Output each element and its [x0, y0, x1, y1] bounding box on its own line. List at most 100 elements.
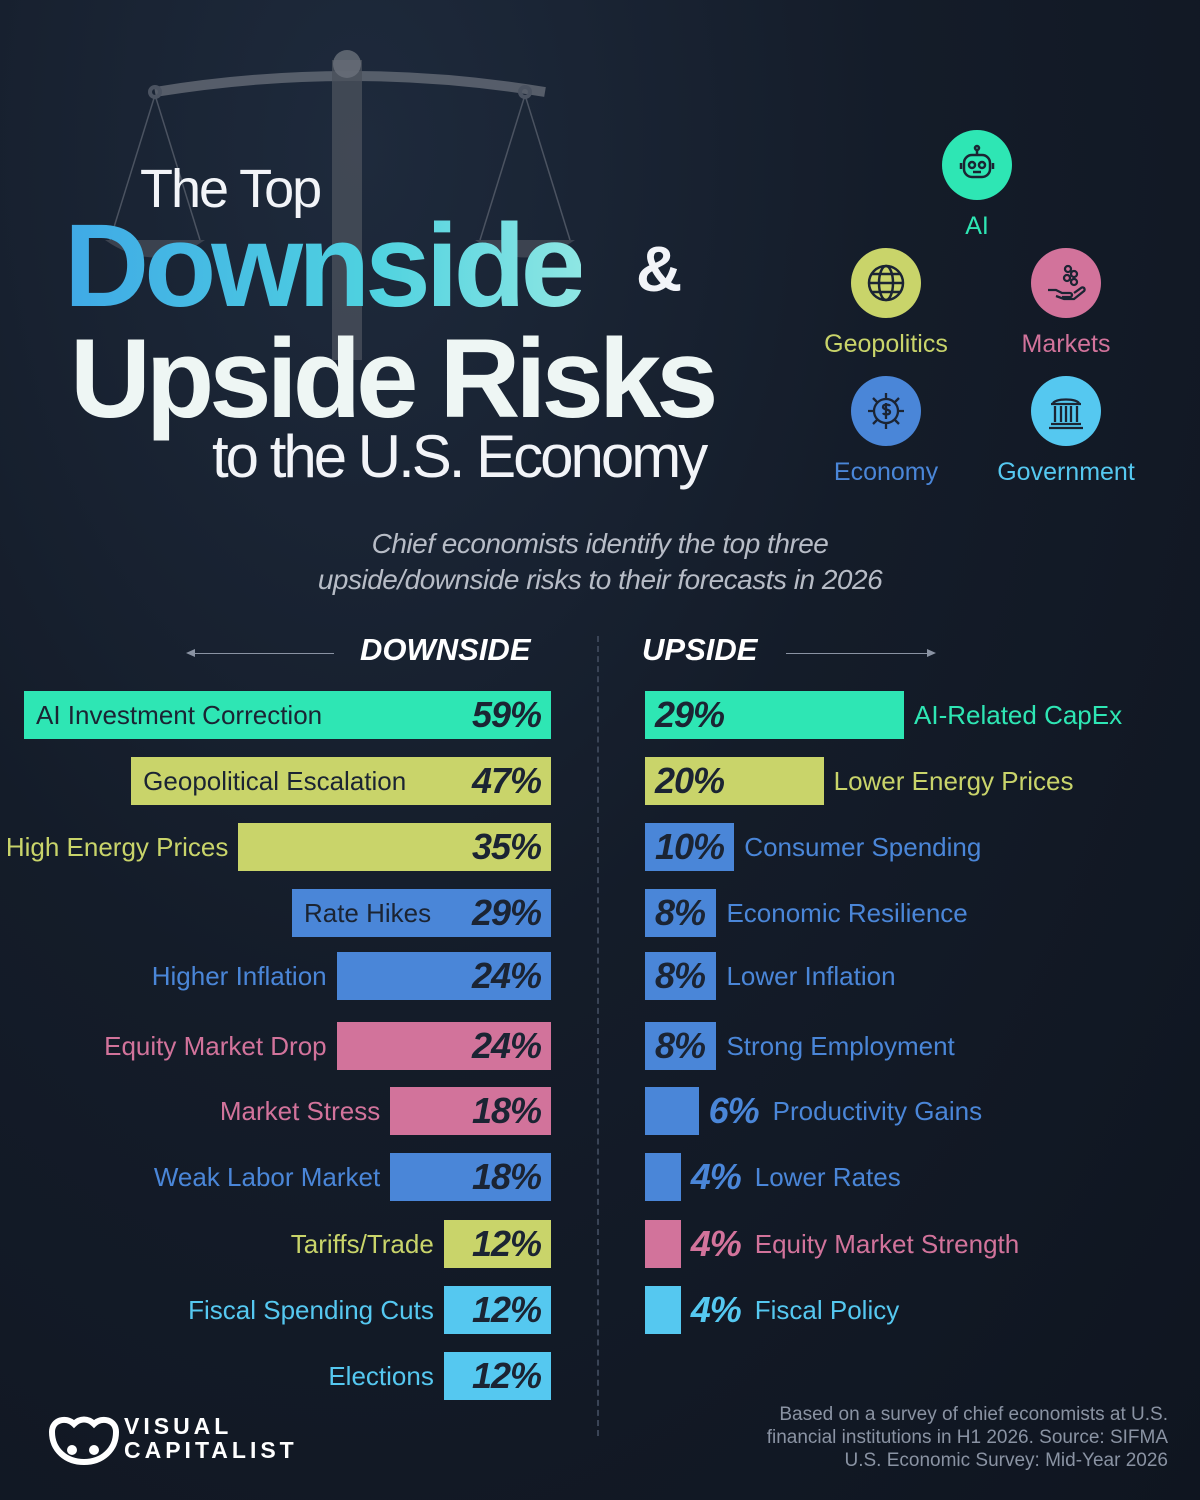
- downside-value-label: 12%: [471, 1289, 542, 1330]
- legend-item-geopolitics: Geopolitics: [806, 248, 966, 359]
- upside-bar: [645, 1087, 699, 1135]
- downside-bar: [390, 1087, 551, 1135]
- upside-bar: [645, 1153, 681, 1201]
- downside-category-label: Higher Inflation: [151, 961, 327, 991]
- downside-bar: [291, 889, 551, 937]
- legend-label: Markets: [1021, 330, 1111, 358]
- downside-value-label: 18%: [471, 1090, 542, 1131]
- downside-value-label: 18%: [471, 1156, 542, 1197]
- upside-bar: [645, 1022, 717, 1070]
- upside-header: UPSIDE: [642, 632, 758, 667]
- title-ampersand: &: [636, 233, 683, 305]
- upside-value-label: 29%: [655, 694, 725, 735]
- downside-bar: [24, 691, 551, 739]
- title-upside-risks: Upside Risks: [70, 316, 718, 441]
- downside-bar: [443, 1286, 551, 1334]
- source-line-1: Based on a survey of chief economists at…: [779, 1404, 1168, 1425]
- title-line-1: The Top: [140, 159, 322, 219]
- upside-value-label: 8%: [655, 892, 706, 933]
- downside-bar: [131, 757, 551, 805]
- upside-category-label: AI-Related CapEx: [914, 700, 1123, 730]
- upside-category-label: Economic Resilience: [726, 898, 968, 928]
- downside-value-label: 12%: [471, 1223, 542, 1264]
- title-line-4: to the U.S. Economy: [212, 423, 708, 490]
- downside-bar: [336, 1022, 551, 1070]
- downside-bar: [390, 1153, 551, 1201]
- upside-value-label: 6%: [708, 1090, 760, 1131]
- upside-bar: [645, 691, 904, 739]
- legend-item-government: Government: [986, 376, 1146, 487]
- gear-dollar-icon: [851, 376, 921, 446]
- title-downside: Downside: [64, 200, 586, 332]
- downside-category-label: Market Stress: [219, 1096, 381, 1126]
- upside-category-label: Lower Inflation: [726, 961, 896, 991]
- legend-item-economy: Economy: [806, 376, 966, 487]
- legend-label: Government: [997, 458, 1135, 486]
- upside-bar: [645, 952, 717, 1000]
- downside-value-label: 12%: [471, 1355, 542, 1396]
- legend-item-markets: Markets: [986, 248, 1146, 359]
- hand-coins-icon: [1031, 248, 1101, 318]
- upside-value-label: 4%: [690, 1156, 742, 1197]
- upside-category-label: Fiscal Policy: [754, 1295, 900, 1325]
- upside-value-label: 8%: [655, 955, 706, 996]
- downside-value-label: 47%: [471, 760, 542, 801]
- visual-capitalist-logo-icon: [42, 1408, 120, 1474]
- downside-category-label: Tariffs/Trade: [290, 1229, 434, 1259]
- downside-category-label: Weak Labor Market: [153, 1162, 381, 1192]
- center-divider: [597, 636, 599, 1436]
- upside-value-label: 10%: [655, 826, 725, 867]
- upside-category-label: Equity Market Strength: [754, 1229, 1020, 1259]
- right-arrow-icon: [786, 649, 936, 657]
- downside-bar: [443, 1352, 551, 1400]
- downside-category-label: Geopolitical Escalation: [143, 766, 407, 796]
- downside-bar: [336, 952, 551, 1000]
- upside-bar: [645, 823, 735, 871]
- downside-value-label: 59%: [471, 694, 542, 735]
- upside-category-label: Lower Energy Prices: [833, 766, 1074, 796]
- balance-scale-icon: [105, 50, 575, 360]
- upside-category-label: Lower Rates: [754, 1162, 901, 1192]
- downside-bar: [443, 1220, 551, 1268]
- source-line-3: U.S. Economic Survey: Mid-Year 2026: [844, 1450, 1168, 1471]
- downside-bar: [238, 823, 551, 871]
- upside-bar: [645, 757, 824, 805]
- upside-category-label: Productivity Gains: [772, 1096, 983, 1126]
- downside-category-label: Elections: [328, 1361, 434, 1391]
- legend-label: AI: [965, 212, 989, 240]
- upside-value-label: 8%: [655, 1025, 706, 1066]
- downside-bar-chart: 59% AI Investment Correction 47% Geopolitic…: [5, 691, 551, 1400]
- logo-line-1: VISUAL: [124, 1413, 233, 1439]
- upside-category-label: Strong Employment: [726, 1031, 955, 1061]
- bank-icon: [1031, 376, 1101, 446]
- upside-value-label: 20%: [655, 760, 725, 801]
- downside-value-label: 24%: [471, 955, 542, 996]
- downside-category-label: High Energy Prices: [5, 832, 229, 862]
- upside-bar: [645, 1220, 681, 1268]
- downside-value-label: 29%: [471, 892, 542, 933]
- upside-bar: [645, 1286, 681, 1334]
- subtitle: Chief economists identify the top three …: [200, 526, 1000, 598]
- logo-line-2: CAPITALIST: [124, 1437, 298, 1463]
- subtitle-line-1: Chief economists identify the top three: [371, 528, 829, 559]
- subtitle-line-2: upside/downside risks to their forecasts…: [317, 564, 883, 595]
- upside-value-label: 4%: [690, 1289, 742, 1330]
- downside-category-label: AI Investment Correction: [36, 700, 323, 730]
- globe-icon: [851, 248, 921, 318]
- downside-category-label: Rate Hikes: [303, 898, 432, 928]
- source-line-2: financial institutions in H1 2026. Sourc…: [766, 1427, 1168, 1448]
- legend-label: Economy: [833, 458, 939, 486]
- downside-category-label: Equity Market Drop: [104, 1031, 327, 1061]
- source-note: Based on a survey of chief economists at…: [767, 1403, 1168, 1472]
- upside-bar-chart: 29% AI-Related CapEx 20% Lower Energy Price…: [600, 0, 1200, 1500]
- downside-value-label: 35%: [471, 826, 542, 867]
- left-arrow-icon: [186, 649, 334, 657]
- downside-category-label: Fiscal Spending Cuts: [188, 1295, 434, 1325]
- legend-label: Geopolitics: [824, 330, 948, 358]
- upside-value-label: 4%: [690, 1223, 742, 1264]
- logo-wordmark: VISUAL CAPITALIST: [124, 1414, 298, 1462]
- legend-item-ai: AI: [897, 130, 1057, 241]
- upside-bar: [645, 889, 717, 937]
- upside-category-label: Consumer Spending: [744, 832, 982, 862]
- robot-icon: [942, 130, 1012, 200]
